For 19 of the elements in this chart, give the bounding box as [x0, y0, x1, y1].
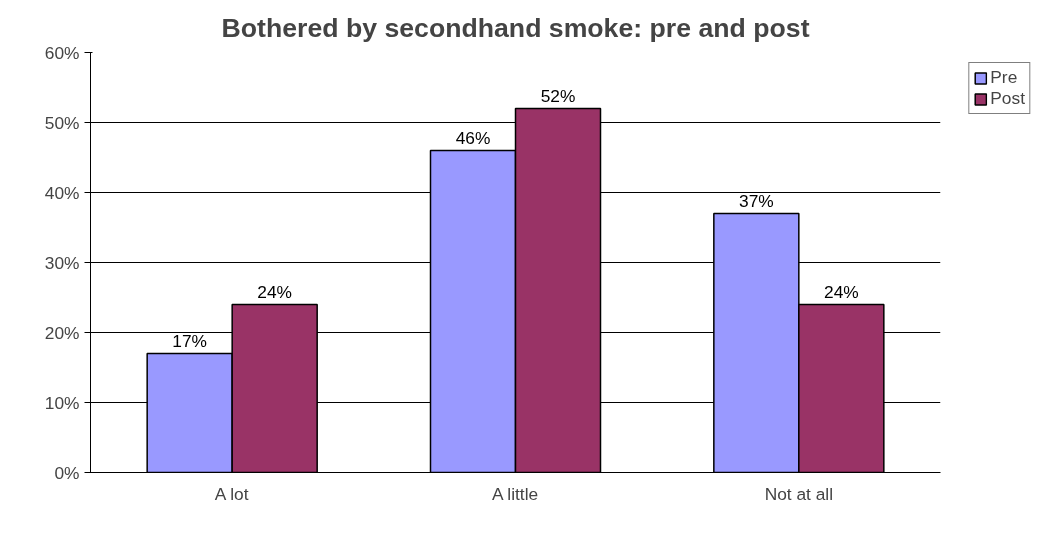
x-tick-label: A little — [491, 483, 539, 504]
data-label: 46% — [455, 127, 491, 148]
x-tick-label: Not at all — [764, 483, 834, 504]
data-label: 17% — [172, 330, 208, 351]
chart-title: Bothered by secondhand smoke: pre and post — [221, 12, 810, 43]
data-label: 24% — [257, 281, 293, 302]
y-tick-label: 10% — [44, 392, 80, 413]
y-tick-label: 40% — [44, 182, 80, 203]
y-tick-label: 60% — [44, 42, 80, 63]
data-label: 37% — [738, 190, 774, 211]
data-label: 24% — [823, 281, 859, 302]
y-tick-label: 20% — [44, 322, 80, 343]
y-tick-label: 0% — [54, 462, 80, 483]
y-tick-label: 50% — [44, 112, 80, 133]
data-label: 52% — [540, 85, 576, 106]
y-tick-label: 30% — [44, 252, 80, 273]
legend-label: Pre — [990, 67, 1018, 88]
legend-label: Post — [990, 88, 1025, 109]
x-tick-label: A lot — [214, 483, 249, 504]
